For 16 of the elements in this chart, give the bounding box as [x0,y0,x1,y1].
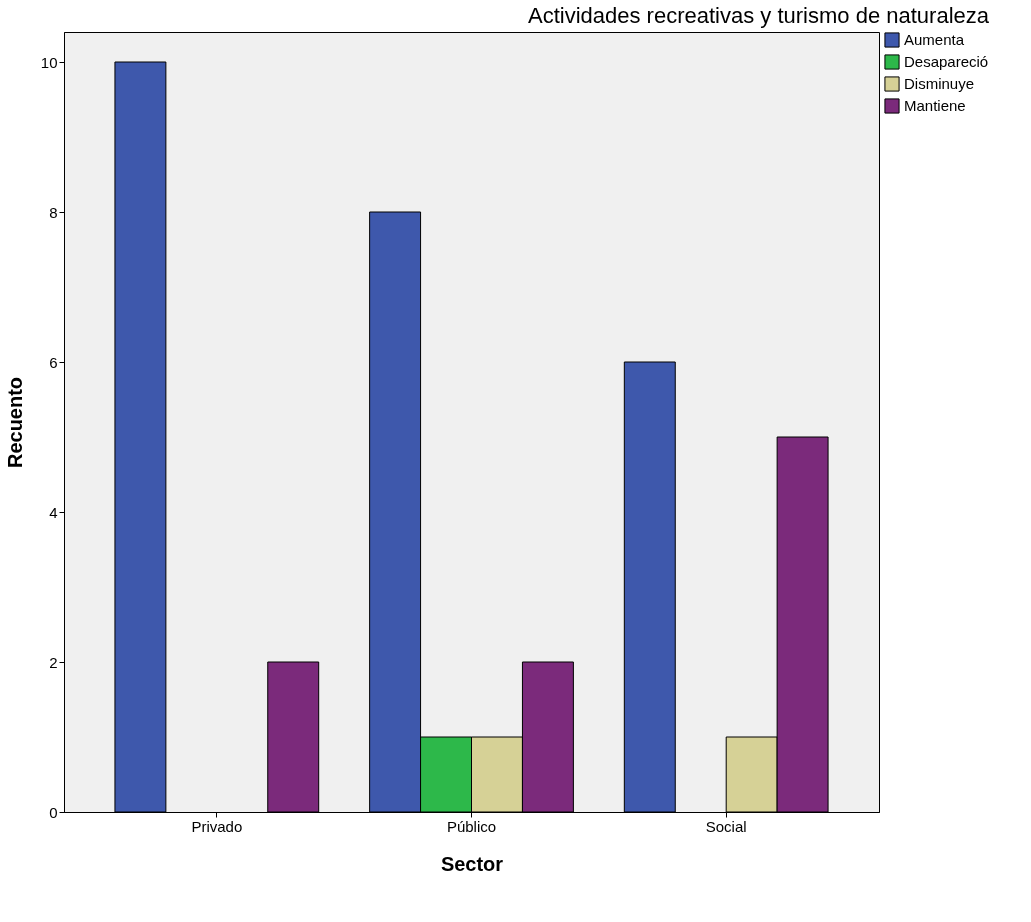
x-axis-title: Sector [440,852,504,875]
legend-label: Desapareció [904,53,989,70]
x-tick-label: Social [705,817,747,835]
y-tick-label: 10 [40,53,58,71]
y-tick-label: 0 [49,803,58,821]
x-tick-label: Privado [191,817,243,835]
legend-label: Mantiene [904,97,966,114]
y-tick-label: 4 [49,503,58,521]
legend-label: Disminuye [904,75,975,92]
y-tick-label: 2 [49,653,58,671]
y-axis-title: Recuento [3,376,26,469]
x-tick-label: Público [446,817,497,835]
y-tick-label: 8 [49,203,58,221]
legend-label: Aumenta [904,31,965,48]
y-tick-label: 6 [49,353,58,371]
chart-title: Actividades recreativas y turismo de naturaleza [528,3,990,28]
